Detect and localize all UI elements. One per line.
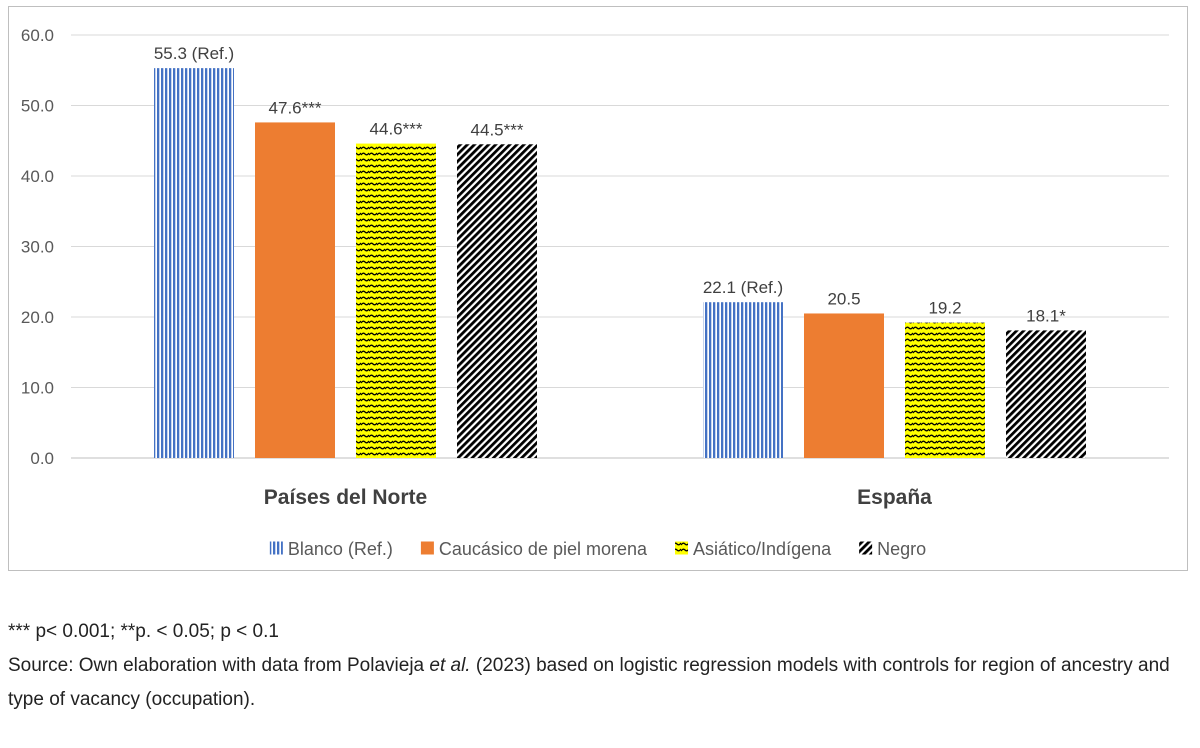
data-label: 55.3 (Ref.)	[154, 44, 234, 63]
y-axis-ticks: 0.0 10.0 20.0 30.0 40.0 50.0 60.0	[21, 26, 54, 468]
legend-swatch	[269, 541, 283, 555]
data-label: 44.5***	[471, 120, 524, 139]
data-label: 20.5	[827, 289, 860, 308]
y-tick-label: 10.0	[21, 379, 54, 398]
bar	[154, 68, 234, 458]
chart-frame: 0.0 10.0 20.0 30.0 40.0 50.0 60.0 55.3 (Ref.) 4…	[8, 6, 1188, 571]
data-labels: 55.3 (Ref.) 47.6*** 44.6*** 44.5*** 22.1 (Re…	[154, 44, 1066, 325]
legend-label: Negro	[877, 539, 926, 559]
legend-label: Asiático/Indígena	[693, 539, 832, 559]
x-category-label: Países del Norte	[264, 486, 427, 509]
y-tick-label: 60.0	[21, 26, 54, 45]
bar	[905, 322, 985, 458]
legend: Blanco (Ref.) Caucásico de piel morena Asi…	[269, 539, 926, 559]
significance-note: *** p< 0.001; **p. < 0.05; p < 0.1	[8, 621, 279, 642]
y-tick-label: 20.0	[21, 308, 54, 327]
data-label: 18.1*	[1026, 306, 1066, 325]
legend-swatch	[675, 541, 689, 555]
bar	[804, 313, 884, 458]
bar	[457, 144, 537, 458]
source-prefix: Source: Own elaboration with data from P…	[8, 655, 430, 676]
gridlines	[71, 34, 1169, 459]
figure-notes: *** p< 0.001; **p. < 0.05; p < 0.1 Sourc…	[8, 615, 1193, 717]
legend-label: Caucásico de piel morena	[439, 539, 648, 559]
legend-swatch	[420, 541, 434, 555]
data-label: 47.6***	[269, 98, 322, 117]
y-tick-label: 30.0	[21, 238, 54, 257]
y-tick-label: 40.0	[21, 167, 54, 186]
data-label: 22.1 (Ref.)	[703, 278, 783, 297]
source-italic: et al.	[429, 655, 471, 676]
bar-chart: 0.0 10.0 20.0 30.0 40.0 50.0 60.0 55.3 (Ref.) 4…	[21, 26, 1169, 559]
data-label: 19.2	[928, 299, 961, 318]
source-note: Source: Own elaboration with data from P…	[8, 649, 1193, 717]
legend-swatch	[859, 541, 873, 555]
bar	[1006, 330, 1086, 458]
y-tick-label: 0.0	[30, 449, 54, 468]
legend-label: Blanco (Ref.)	[288, 539, 393, 559]
bar	[356, 143, 436, 458]
bar	[255, 122, 335, 459]
bars	[154, 68, 1086, 459]
bar	[703, 302, 783, 458]
source-suffix: (2023) based on logistic regression mode…	[8, 655, 1170, 710]
category-labels: Países del Norte España	[264, 486, 932, 509]
data-label: 44.6***	[370, 120, 423, 139]
y-tick-label: 50.0	[21, 97, 54, 116]
x-category-label: España	[857, 486, 932, 509]
